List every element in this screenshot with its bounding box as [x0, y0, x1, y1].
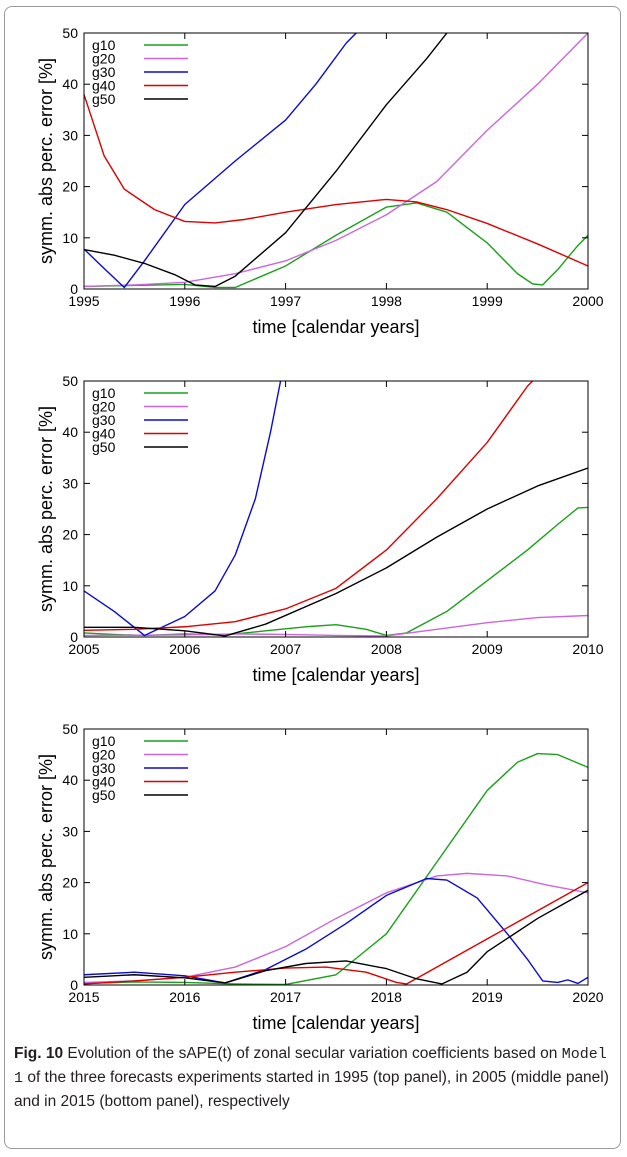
series-line-g20 [84, 614, 588, 637]
x-tick-label: 1996 [169, 293, 200, 309]
y-tick-label: 50 [62, 373, 78, 389]
x-axis-label: time [calendar years] [252, 1013, 419, 1033]
x-tick-label: 1997 [270, 293, 301, 309]
y-tick-label: 20 [62, 179, 78, 195]
series-line-g50 [84, 889, 588, 985]
y-tick-label: 20 [62, 875, 78, 891]
y-tick-label: 30 [62, 823, 78, 839]
y-tick-label: 10 [62, 578, 78, 594]
x-tick-label: 2020 [572, 989, 603, 1005]
y-tick-label: 30 [62, 127, 78, 143]
x-tick-label: 1995 [68, 293, 99, 309]
series-line-g30 [84, 33, 357, 289]
x-tick-label: 2016 [169, 989, 200, 1005]
y-tick-label: 30 [62, 475, 78, 491]
legend-label-g40: g40 [92, 774, 116, 790]
x-tick-label: 2000 [572, 293, 603, 309]
legend-label-g40: g40 [92, 426, 116, 442]
y-tick-label: 0 [70, 977, 78, 993]
x-tick-label: 2015 [68, 989, 99, 1005]
x-tick-label: 2008 [371, 641, 402, 657]
chart-panel-1: 1995 1996 1997 1998 1999 2000 0 10 20 30 40 50 time … [36, 25, 604, 337]
legend-label-g50: g50 [92, 91, 116, 107]
x-tick-label: 1998 [371, 293, 402, 309]
legend-label-g10: g10 [92, 37, 116, 53]
figure-charts: 1995 1996 1997 1998 1999 200001020304050time … [36, 25, 604, 1033]
y-tick-label: 40 [62, 772, 78, 788]
y-tick-label: 20 [62, 527, 78, 543]
legend-label-g40: g40 [92, 78, 116, 94]
chart-panel-2: 2005 2006 2007 2008 2009 2010 0 10 20 30 40 50 time … [36, 373, 604, 685]
series-line-g30 [84, 381, 282, 637]
series-line-g20 [84, 33, 588, 288]
legend-label-g20: g20 [92, 747, 116, 763]
series-line-g40 [84, 381, 534, 632]
x-axis-label: time [calendar years] [252, 317, 419, 337]
caption-text-1: Evolution of the sAPE(t) of zonal secula… [63, 1045, 562, 1062]
y-axis-label: symm. abs perc. error [%] [36, 754, 56, 960]
y-tick-label: 50 [62, 25, 78, 41]
x-tick-label: 2018 [371, 989, 402, 1005]
legend-label-g10: g10 [92, 385, 116, 401]
y-axis-label: symm. abs perc. error [%] [36, 58, 56, 264]
y-tick-label: 10 [62, 230, 78, 246]
y-tick-label: 40 [62, 76, 78, 92]
series-line-g10 [84, 202, 588, 289]
legend-label-g50: g50 [92, 787, 116, 803]
series-line-g40 [84, 94, 588, 267]
legend-label-g30: g30 [92, 412, 116, 428]
series-line-g10 [84, 752, 588, 985]
series-line-g10 [84, 506, 588, 637]
caption-text-2: of the three forecasts experiments start… [14, 1069, 609, 1110]
legend-label-g20: g20 [92, 399, 116, 415]
x-tick-label: 2009 [472, 641, 503, 657]
y-tick-label: 0 [70, 629, 78, 645]
plot-frame [83, 728, 589, 986]
y-tick-label: 0 [70, 281, 78, 297]
caption-model-name: Model 1 [14, 1046, 607, 1087]
series-line-g20 [84, 872, 588, 984]
x-tick-label: 1999 [472, 293, 503, 309]
legend-label-g20: g20 [92, 51, 116, 67]
x-tick-label: 2005 [68, 641, 99, 657]
series-line-g50 [84, 467, 588, 637]
x-tick-label: 2017 [270, 989, 301, 1005]
series-line-g50 [84, 33, 448, 288]
legend-label-g30: g30 [92, 760, 116, 776]
x-axis-label: time [calendar years] [252, 665, 419, 685]
chart-panel-3: 2015 2016 2017 2018 2019 2020 0 10 20 30 40 50 time … [36, 721, 604, 1033]
legend-label-g50: g50 [92, 439, 116, 455]
figure-caption: Fig. 10 Evolution of the sAPE(t) of zona… [14, 1042, 612, 1113]
x-tick-label: 2007 [270, 641, 301, 657]
y-tick-label: 10 [62, 926, 78, 942]
x-tick-label: 2019 [472, 989, 503, 1005]
plot-frame [83, 32, 589, 290]
x-tick-label: 2010 [572, 641, 603, 657]
legend-label-g10: g10 [92, 733, 116, 749]
plot-frame [83, 380, 589, 638]
legend-label-g30: g30 [92, 64, 116, 80]
y-tick-label: 50 [62, 721, 78, 737]
x-tick-label: 2006 [169, 641, 200, 657]
caption-fig-label: Fig. 10 [14, 1045, 64, 1062]
y-tick-label: 40 [62, 424, 78, 440]
figure-frame [4, 6, 621, 1149]
y-axis-label: symm. abs perc. error [%] [36, 406, 56, 612]
series-line-g40 [84, 881, 588, 985]
